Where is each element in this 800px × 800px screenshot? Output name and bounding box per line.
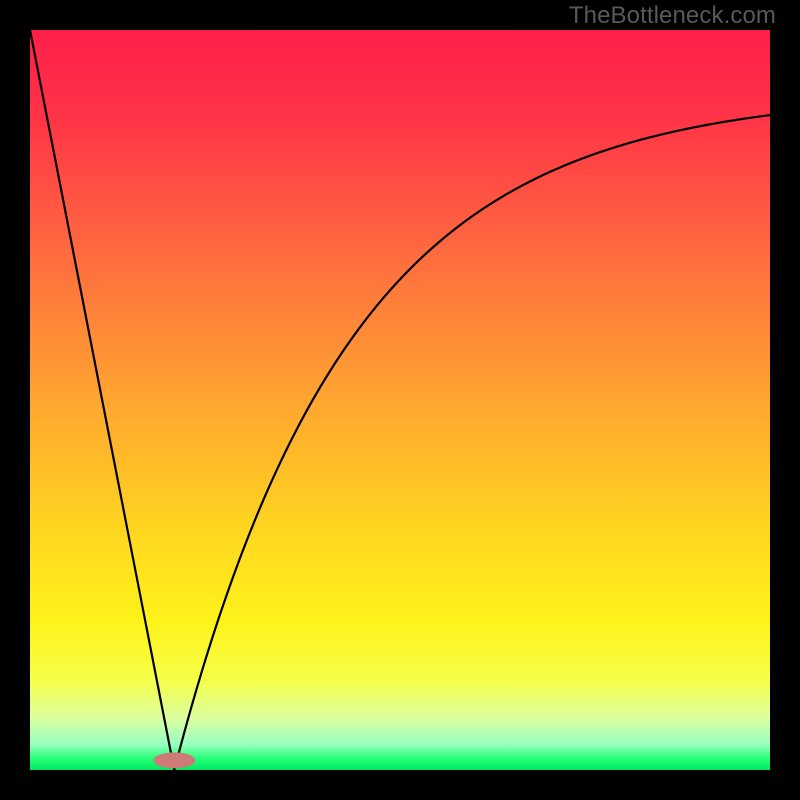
optimum-marker xyxy=(153,752,195,768)
bottleneck-chart xyxy=(0,0,800,800)
chart-container: { "watermark": { "text": "TheBottleneck.… xyxy=(0,0,800,800)
watermark-text: TheBottleneck.com xyxy=(569,2,776,30)
plot-background xyxy=(30,30,770,770)
